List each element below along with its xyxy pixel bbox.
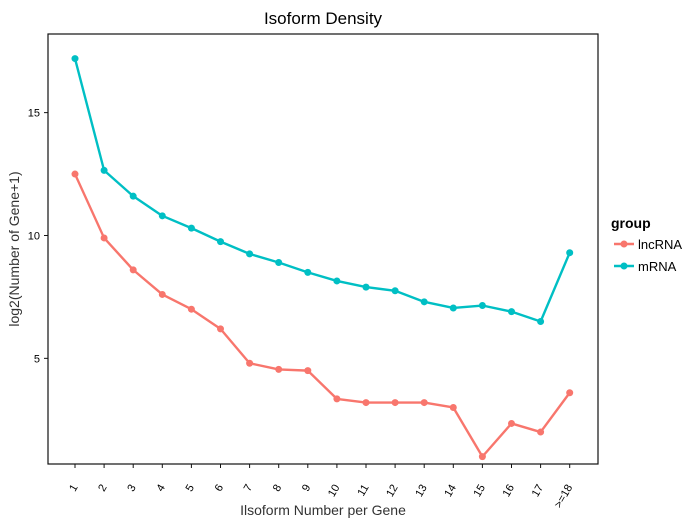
data-point [187, 224, 195, 232]
data-point [566, 389, 574, 397]
x-tick-label: 13 [413, 483, 430, 500]
plot-frame [47, 33, 599, 465]
x-tick-label: 9 [300, 483, 313, 494]
data-point [275, 259, 283, 267]
legend: group lncRNA mRNA [611, 215, 682, 274]
x-tick-label: 14 [442, 483, 459, 500]
data-point [333, 277, 341, 285]
legend-point-icon [620, 262, 628, 270]
data-point [129, 192, 137, 200]
legend-items: lncRNA mRNA [614, 237, 682, 274]
x-tick-label: 11 [355, 483, 371, 499]
data-point [478, 302, 486, 310]
data-point [420, 298, 428, 306]
x-tick-label: 17 [530, 483, 547, 500]
data-point [158, 290, 166, 298]
legend-point-icon [620, 240, 628, 248]
y-tick-label: 15 [28, 108, 40, 120]
legend-item: mRNA [614, 259, 677, 274]
data-point [508, 308, 515, 316]
x-tick-label: 15 [471, 483, 488, 500]
data-point [275, 365, 283, 373]
data-point [217, 325, 224, 333]
x-tick-label: 16 [501, 483, 518, 500]
data-point [246, 359, 254, 367]
x-tick-label: 10 [326, 483, 343, 500]
data-point [537, 317, 545, 325]
x-tick-label: 7 [242, 483, 255, 494]
x-tick-label: 8 [271, 483, 284, 494]
x-axis-title: Ilsoform Number per Gene [240, 502, 406, 518]
data-point [158, 212, 166, 220]
y-axis: 5 10 15 [28, 108, 48, 365]
data-point [100, 166, 108, 174]
chart-title: Isoform Density [264, 9, 383, 28]
data-point [217, 238, 224, 246]
x-tick-label: 6 [213, 483, 226, 494]
x-tick-label: 4 [154, 483, 167, 494]
y-tick-label: 5 [34, 353, 40, 365]
series-layer [71, 55, 574, 461]
data-point [566, 249, 574, 257]
data-point [100, 234, 108, 242]
legend-label: mRNA [638, 259, 677, 274]
data-point [304, 268, 312, 276]
data-point [362, 399, 370, 407]
data-point [304, 367, 312, 375]
data-point [187, 305, 195, 313]
series-line [73, 57, 571, 323]
x-tick-label: 1 [67, 483, 80, 494]
data-point [129, 266, 137, 274]
data-point [333, 395, 341, 403]
x-tick-label: 3 [125, 483, 138, 494]
x-tick-label: >=18 [552, 483, 575, 511]
data-point [391, 287, 399, 295]
data-point [362, 283, 370, 291]
series-lncrna [71, 170, 574, 461]
data-point [449, 304, 457, 312]
data-point [246, 250, 254, 258]
data-point [71, 170, 79, 178]
data-point [420, 399, 428, 407]
legend-title: group [611, 215, 651, 231]
data-point [71, 55, 79, 63]
data-point [508, 419, 515, 427]
legend-item: lncRNA [614, 237, 682, 252]
x-tick-label: 12 [384, 483, 401, 500]
legend-label: lncRNA [638, 237, 682, 252]
data-point [537, 428, 545, 436]
series-line [73, 172, 571, 458]
series-mrna [71, 55, 574, 325]
data-point [391, 399, 399, 407]
y-tick-label: 10 [28, 230, 40, 242]
data-point [449, 403, 457, 411]
data-point [478, 453, 486, 461]
x-tick-label: 2 [96, 483, 109, 494]
x-tick-label: 5 [184, 483, 197, 494]
y-axis-title: log2(Number of Gene+1) [6, 171, 22, 326]
